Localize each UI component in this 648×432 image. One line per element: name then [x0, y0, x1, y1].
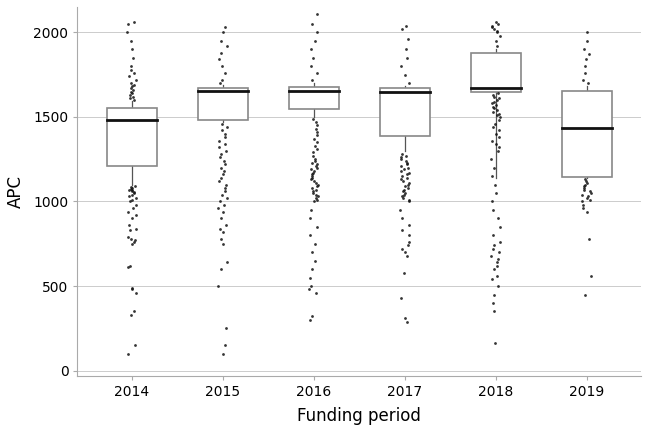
X-axis label: Funding period: Funding period: [297, 407, 421, 425]
Bar: [470, 53, 520, 92]
Bar: [107, 108, 157, 166]
Y-axis label: APC: APC: [7, 175, 25, 208]
Bar: [380, 89, 430, 137]
Bar: [198, 88, 248, 120]
Bar: [562, 91, 612, 177]
Bar: [289, 87, 339, 109]
